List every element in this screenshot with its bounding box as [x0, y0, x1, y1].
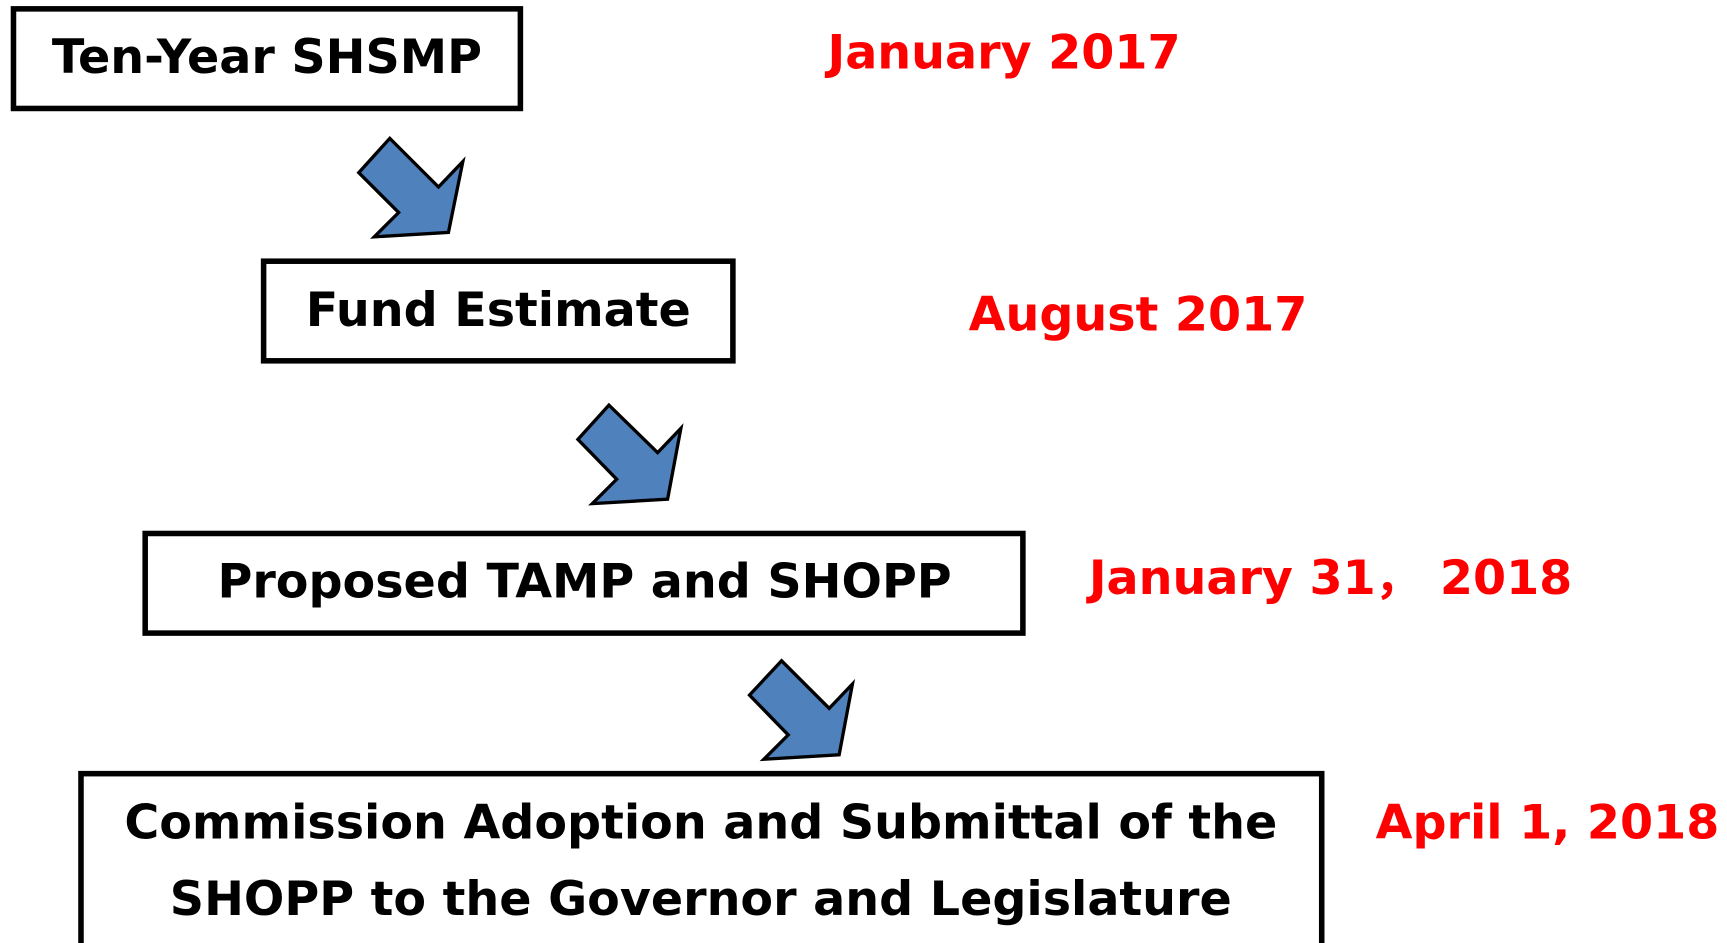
step-label: SHOPP to the Governor and Legislature	[170, 872, 1232, 927]
step-label: Fund Estimate	[306, 283, 691, 338]
step-box	[260, 258, 736, 364]
step-date: August 2017	[969, 288, 1308, 343]
step-label: Commission Adoption and Submittal of the	[124, 796, 1277, 851]
arrow	[575, 402, 684, 506]
step-date: January 31， 2018	[1086, 551, 1572, 606]
arrow	[747, 658, 856, 762]
step-box	[78, 770, 1325, 943]
step-label: Proposed TAMP and SHOPP	[217, 554, 951, 609]
step-label: Ten-Year SHSMP	[52, 30, 482, 85]
arrow	[356, 135, 466, 239]
step-date: January 2017	[825, 25, 1181, 80]
step-box	[142, 530, 1026, 636]
step-box	[10, 6, 524, 112]
step-date: April 1, 2018	[1376, 796, 1720, 851]
